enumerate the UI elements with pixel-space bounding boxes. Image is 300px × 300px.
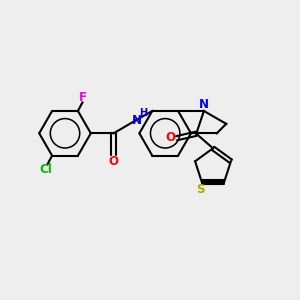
Text: F: F (79, 92, 87, 104)
Text: H: H (139, 108, 147, 118)
Text: O: O (109, 155, 118, 168)
Text: O: O (166, 131, 176, 144)
Text: N: N (132, 114, 142, 127)
Text: Cl: Cl (40, 163, 52, 176)
Text: S: S (196, 182, 205, 196)
Text: N: N (199, 98, 209, 111)
